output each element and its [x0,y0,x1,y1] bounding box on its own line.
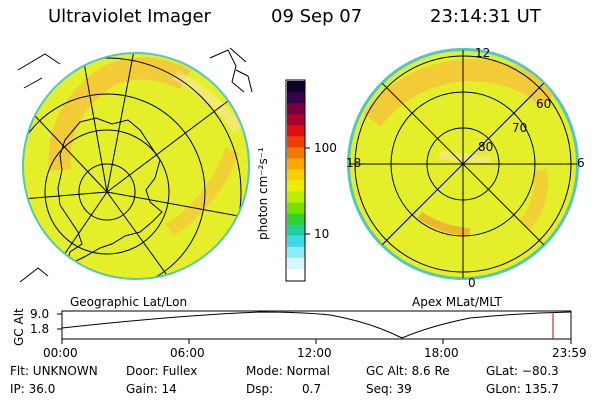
info-ip: IP: 36.0 [10,382,56,396]
colorbar-segment [287,246,305,259]
mlt-label-0: 0 [468,276,476,290]
colorbar-segment [287,103,305,115]
right-aurora-dusk [519,168,548,230]
colorbar-segment [287,158,305,170]
colorbar-segment [287,257,305,270]
colorbar-segment [287,224,305,237]
info-door: Door: Fullex [126,364,198,378]
info-glat: GLat: −80.3 [486,364,559,378]
colorbar-segment [287,147,305,159]
colorbar-segment [287,180,305,193]
right-aurora-spot [417,211,471,236]
colorbar-segment [287,213,305,226]
altitude-curve [61,311,572,339]
colorbar-segment [287,268,305,281]
colorbar-segment [287,191,305,204]
info-glon: GLon: 135.7 [486,382,559,396]
coastline [57,117,163,267]
mlat-label-80: 80 [478,140,494,154]
colorbar-segment [287,81,305,93]
time-label: 23:14:31 UT [430,6,541,27]
info-flt: Flt: UNKNOWN [10,364,98,378]
left-aurora-arc [48,57,191,171]
colorbar-unit: photon cm⁻²s⁻¹ [256,147,270,240]
timeline-ytick-1.8: 1.8 [30,322,50,336]
colorbar-frame [285,79,306,282]
timeline-xtick-1800: 18:00 [424,346,459,360]
info-dsp-value: 0.7 [302,382,322,396]
mlt-label-18: 18 [346,156,362,170]
left-aurora-arc-2 [166,147,239,236]
colorbar-segment [287,92,305,104]
timeline-plot [57,310,572,344]
colorbar [287,81,305,281]
timeline-ytick-9: 9.0 [30,307,50,321]
info-gain: Gain: 14 [126,382,177,396]
colorbar-tick-10: 10 [314,227,330,241]
colorbar-segment [287,235,305,248]
info-gcalt: GC Alt: 8.6 Re [366,364,450,378]
outer-coastlines [17,47,253,283]
timeline-ylabel: GC Alt [12,308,26,346]
mlt-label-12: 12 [475,46,491,60]
info-seq: Seq: 39 [366,382,412,396]
timeline-xtick-0000: 00:00 [43,346,78,360]
instrument-title: Ultraviolet Imager [48,6,211,27]
colorbar-tick-100: 100 [314,141,337,155]
left-aurora-glow [172,70,243,133]
mlat-label-60: 60 [536,97,552,111]
colorbar-segment [287,169,305,181]
geographic-disk [17,47,253,283]
info-dsp-label: Dsp: [246,382,274,396]
date-label: 09 Sep 07 [271,6,363,27]
info-mode: Mode: Normal [246,364,330,378]
mlt-label-6: 6 [577,156,585,170]
timeline-xtick-2359: 23:59 [552,346,587,360]
apex-disk [347,48,579,280]
colorbar-segment [287,114,305,126]
colorbar-segment [287,136,305,148]
right-panel-label: Apex MLat/MLT [412,295,502,309]
left-panel-label: Geographic Lat/Lon [70,295,188,309]
colorbar-segment [287,202,305,215]
timeline-frame [61,310,572,340]
colorbar-segment [287,125,305,137]
timeline-xtick-0600: 06:00 [170,346,205,360]
timeline-xtick-1200: 12:00 [297,346,332,360]
mlat-label-70: 70 [512,121,528,135]
